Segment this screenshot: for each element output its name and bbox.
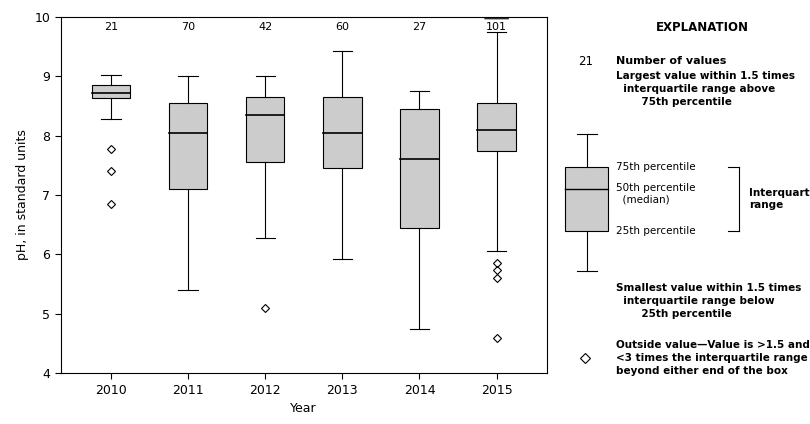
Text: Largest value within 1.5 times
  interquartile range above
       75th percentil: Largest value within 1.5 times interquar… — [616, 71, 795, 107]
Text: 27: 27 — [412, 22, 427, 32]
Text: 75th percentile: 75th percentile — [616, 162, 696, 173]
Bar — [477, 103, 516, 151]
Text: Interquartile
range: Interquartile range — [748, 189, 810, 210]
Text: Number of values: Number of values — [616, 56, 727, 67]
Text: EXPLANATION: EXPLANATION — [656, 21, 749, 34]
Bar — [92, 85, 130, 98]
Text: 21: 21 — [578, 55, 593, 68]
Text: 70: 70 — [181, 22, 195, 32]
Bar — [323, 97, 361, 168]
Text: 21: 21 — [104, 22, 118, 32]
Text: 50th percentile
  (median): 50th percentile (median) — [616, 183, 696, 204]
Bar — [565, 167, 608, 231]
Bar — [168, 103, 207, 189]
X-axis label: Year: Year — [291, 402, 317, 415]
Text: 60: 60 — [335, 22, 349, 32]
Text: Outside value—Value is >1.5 and
<3 times the interquartile range
beyond either e: Outside value—Value is >1.5 and <3 times… — [616, 340, 810, 376]
Text: 25th percentile: 25th percentile — [616, 226, 696, 236]
Text: Smallest value within 1.5 times
  interquartile range below
       25th percenti: Smallest value within 1.5 times interqua… — [616, 283, 801, 319]
Bar — [246, 97, 284, 162]
Text: 42: 42 — [258, 22, 272, 32]
Bar — [400, 109, 439, 228]
Text: 101: 101 — [486, 22, 507, 32]
Y-axis label: pH, in standard units: pH, in standard units — [16, 130, 29, 260]
